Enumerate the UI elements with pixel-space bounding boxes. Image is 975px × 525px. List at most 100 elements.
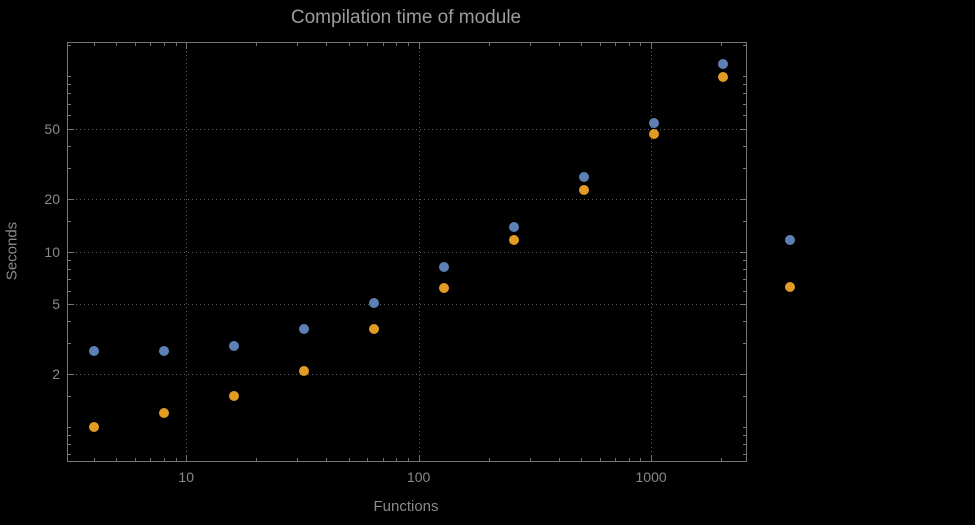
data-point-series-2-orange <box>298 365 309 376</box>
data-point-series-2-orange <box>158 408 169 419</box>
y-minor-tick <box>68 343 71 345</box>
y-minor-tick <box>68 76 71 78</box>
y-minor-tick-right <box>743 168 746 170</box>
y-minor-tick-right <box>743 268 746 270</box>
data-point-series-1-blue <box>438 261 449 272</box>
y-minor-tick <box>68 321 71 323</box>
legend-marker-series-2-orange <box>785 282 795 292</box>
y-minor-tick-right <box>743 45 746 47</box>
data-point-series-2-orange <box>508 234 519 245</box>
y-minor-tick-right <box>743 259 746 261</box>
x-minor-tick-top <box>175 43 177 46</box>
y-minor-tick <box>68 444 71 445</box>
y-minor-tick <box>68 93 71 95</box>
x-minor-tick-top <box>163 43 165 46</box>
y-minor-tick-right <box>743 278 746 280</box>
y-minor-tick-right <box>743 321 746 323</box>
y-tick-5 <box>68 304 74 306</box>
y-tick-10 <box>68 251 74 253</box>
y-tick-right-2 <box>740 374 746 376</box>
data-point-series-1-blue <box>718 59 729 70</box>
data-point-series-2-orange <box>368 324 379 335</box>
y-minor-tick <box>68 168 71 170</box>
gridline-y-5 <box>68 304 746 306</box>
x-minor-tick-top <box>558 43 560 46</box>
chart-title: Compilation time of module <box>290 7 522 28</box>
data-point-series-2-orange <box>648 128 659 139</box>
x-minor-tick-top <box>721 43 723 46</box>
x-minor-tick <box>116 458 118 461</box>
x-minor-tick-top <box>367 43 369 46</box>
y-minor-tick-right <box>743 427 746 429</box>
x-minor-tick <box>297 458 299 461</box>
y-minor-tick <box>68 427 71 429</box>
x-minor-tick <box>640 458 642 461</box>
y-tick-50 <box>68 129 74 131</box>
y-minor-tick-right <box>743 444 746 445</box>
x-minor-tick <box>382 458 384 461</box>
y-tick-label-10: 10 <box>44 243 60 260</box>
x-minor-tick <box>93 458 95 461</box>
data-point-series-1-blue <box>368 297 379 308</box>
y-minor-tick-right <box>743 343 746 345</box>
x-tick-top-1000 <box>651 43 653 49</box>
x-minor-tick <box>581 458 583 461</box>
y-minor-tick <box>68 84 71 86</box>
x-tick-10 <box>186 455 188 461</box>
y-minor-tick-right <box>743 290 746 292</box>
x-minor-tick-top <box>581 43 583 46</box>
y-minor-tick-right <box>743 93 746 95</box>
x-minor-tick <box>721 458 723 461</box>
x-minor-tick <box>175 458 177 461</box>
x-minor-tick-top <box>529 43 531 46</box>
x-minor-tick <box>348 458 350 461</box>
y-minor-tick <box>68 268 71 270</box>
x-minor-tick <box>150 458 152 461</box>
x-tick-top-10 <box>186 43 188 49</box>
y-minor-tick <box>68 396 71 398</box>
gridline-y-2 <box>68 374 746 376</box>
x-minor-tick-top <box>615 43 617 46</box>
x-minor-tick-top <box>150 43 152 46</box>
data-point-series-2-orange <box>228 391 239 402</box>
data-point-series-2-orange <box>88 422 99 433</box>
x-tick-label-10: 10 <box>178 469 194 485</box>
x-minor-tick <box>599 458 601 461</box>
y-minor-tick-right <box>743 76 746 78</box>
data-point-series-1-blue <box>298 324 309 335</box>
data-point-series-1-blue <box>578 172 589 183</box>
y-minor-tick-right <box>743 220 746 222</box>
y-tick-label-2: 2 <box>52 366 60 383</box>
data-point-series-1-blue <box>158 346 169 357</box>
y-tick-20 <box>68 198 74 200</box>
y-minor-tick <box>68 220 71 222</box>
y-minor-tick <box>68 259 71 261</box>
x-minor-tick <box>408 458 410 461</box>
x-tick-100 <box>418 455 420 461</box>
x-minor-tick <box>488 458 490 461</box>
x-minor-tick-top <box>382 43 384 46</box>
x-tick-label-100: 100 <box>406 469 431 485</box>
x-minor-tick-top <box>488 43 490 46</box>
data-point-series-1-blue <box>508 222 519 233</box>
plot-area: 10 100 1000 2 5 10 20 50 <box>44 42 747 485</box>
data-point-series-2-orange <box>578 184 589 195</box>
x-minor-tick <box>367 458 369 461</box>
x-minor-tick-top <box>134 43 136 46</box>
x-minor-tick-top <box>599 43 601 46</box>
x-minor-tick <box>134 458 136 461</box>
x-minor-tick <box>615 458 617 461</box>
data-point-series-1-blue <box>88 346 99 357</box>
y-tick-label-5: 5 <box>52 296 60 313</box>
y-tick-label-50: 50 <box>44 121 60 138</box>
x-minor-tick-top <box>93 43 95 46</box>
y-minor-tick-right <box>743 146 746 148</box>
x-minor-tick-top <box>297 43 299 46</box>
data-point-series-2-orange <box>718 72 729 83</box>
x-tick-label-1000: 1000 <box>635 469 667 485</box>
x-minor-tick <box>163 458 165 461</box>
y-minor-tick <box>68 103 71 105</box>
x-minor-tick-top <box>640 43 642 46</box>
data-point-series-1-blue <box>648 118 659 129</box>
y-minor-tick <box>68 278 71 280</box>
